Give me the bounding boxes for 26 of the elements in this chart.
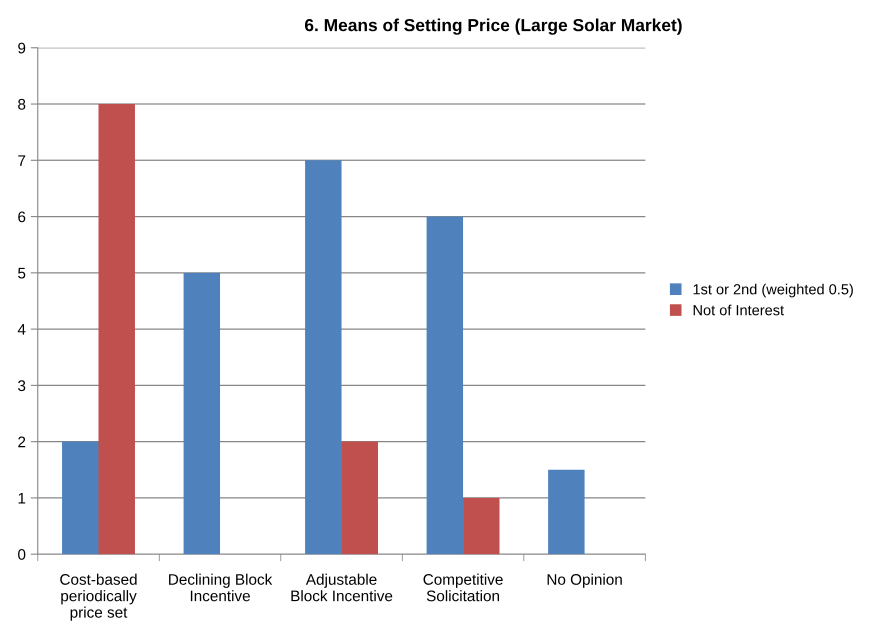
y-tick-label: 5	[18, 268, 26, 279]
bar	[342, 442, 378, 554]
y-tick-label: 2	[18, 436, 26, 448]
legend-label: 1st or 2nd (weighted 0.5)	[694, 284, 853, 298]
bar	[463, 498, 500, 554]
bar	[62, 442, 99, 554]
chart-title: 6. Means of Setting Price (Large Solar Market)	[304, 18, 682, 35]
y-tick-label: 4	[18, 324, 26, 335]
x-tick-label: Adjustable Block Incentive	[291, 574, 392, 602]
bar	[426, 216, 464, 554]
y-tick-label: 0	[18, 549, 26, 560]
y-tick-label: 7	[18, 155, 26, 166]
bar	[548, 470, 585, 554]
y-tick-label: 6	[18, 211, 26, 222]
y-tick-label: 8	[18, 98, 26, 110]
y-tick-label: 3	[18, 380, 26, 392]
y-tick-label: 9	[18, 42, 26, 54]
bar	[305, 160, 342, 554]
x-tick-label: No Opinion	[548, 574, 622, 588]
bar	[184, 272, 220, 554]
bar	[98, 104, 135, 554]
legend-label: Not of Interest	[694, 304, 784, 316]
x-tick-label: Cost-based periodically price set	[60, 574, 137, 621]
x-tick-label: Competitive Solicitation	[424, 574, 503, 602]
y-tick-label: 1	[18, 492, 26, 504]
x-tick-label: Declining Block Incentive	[169, 574, 272, 602]
